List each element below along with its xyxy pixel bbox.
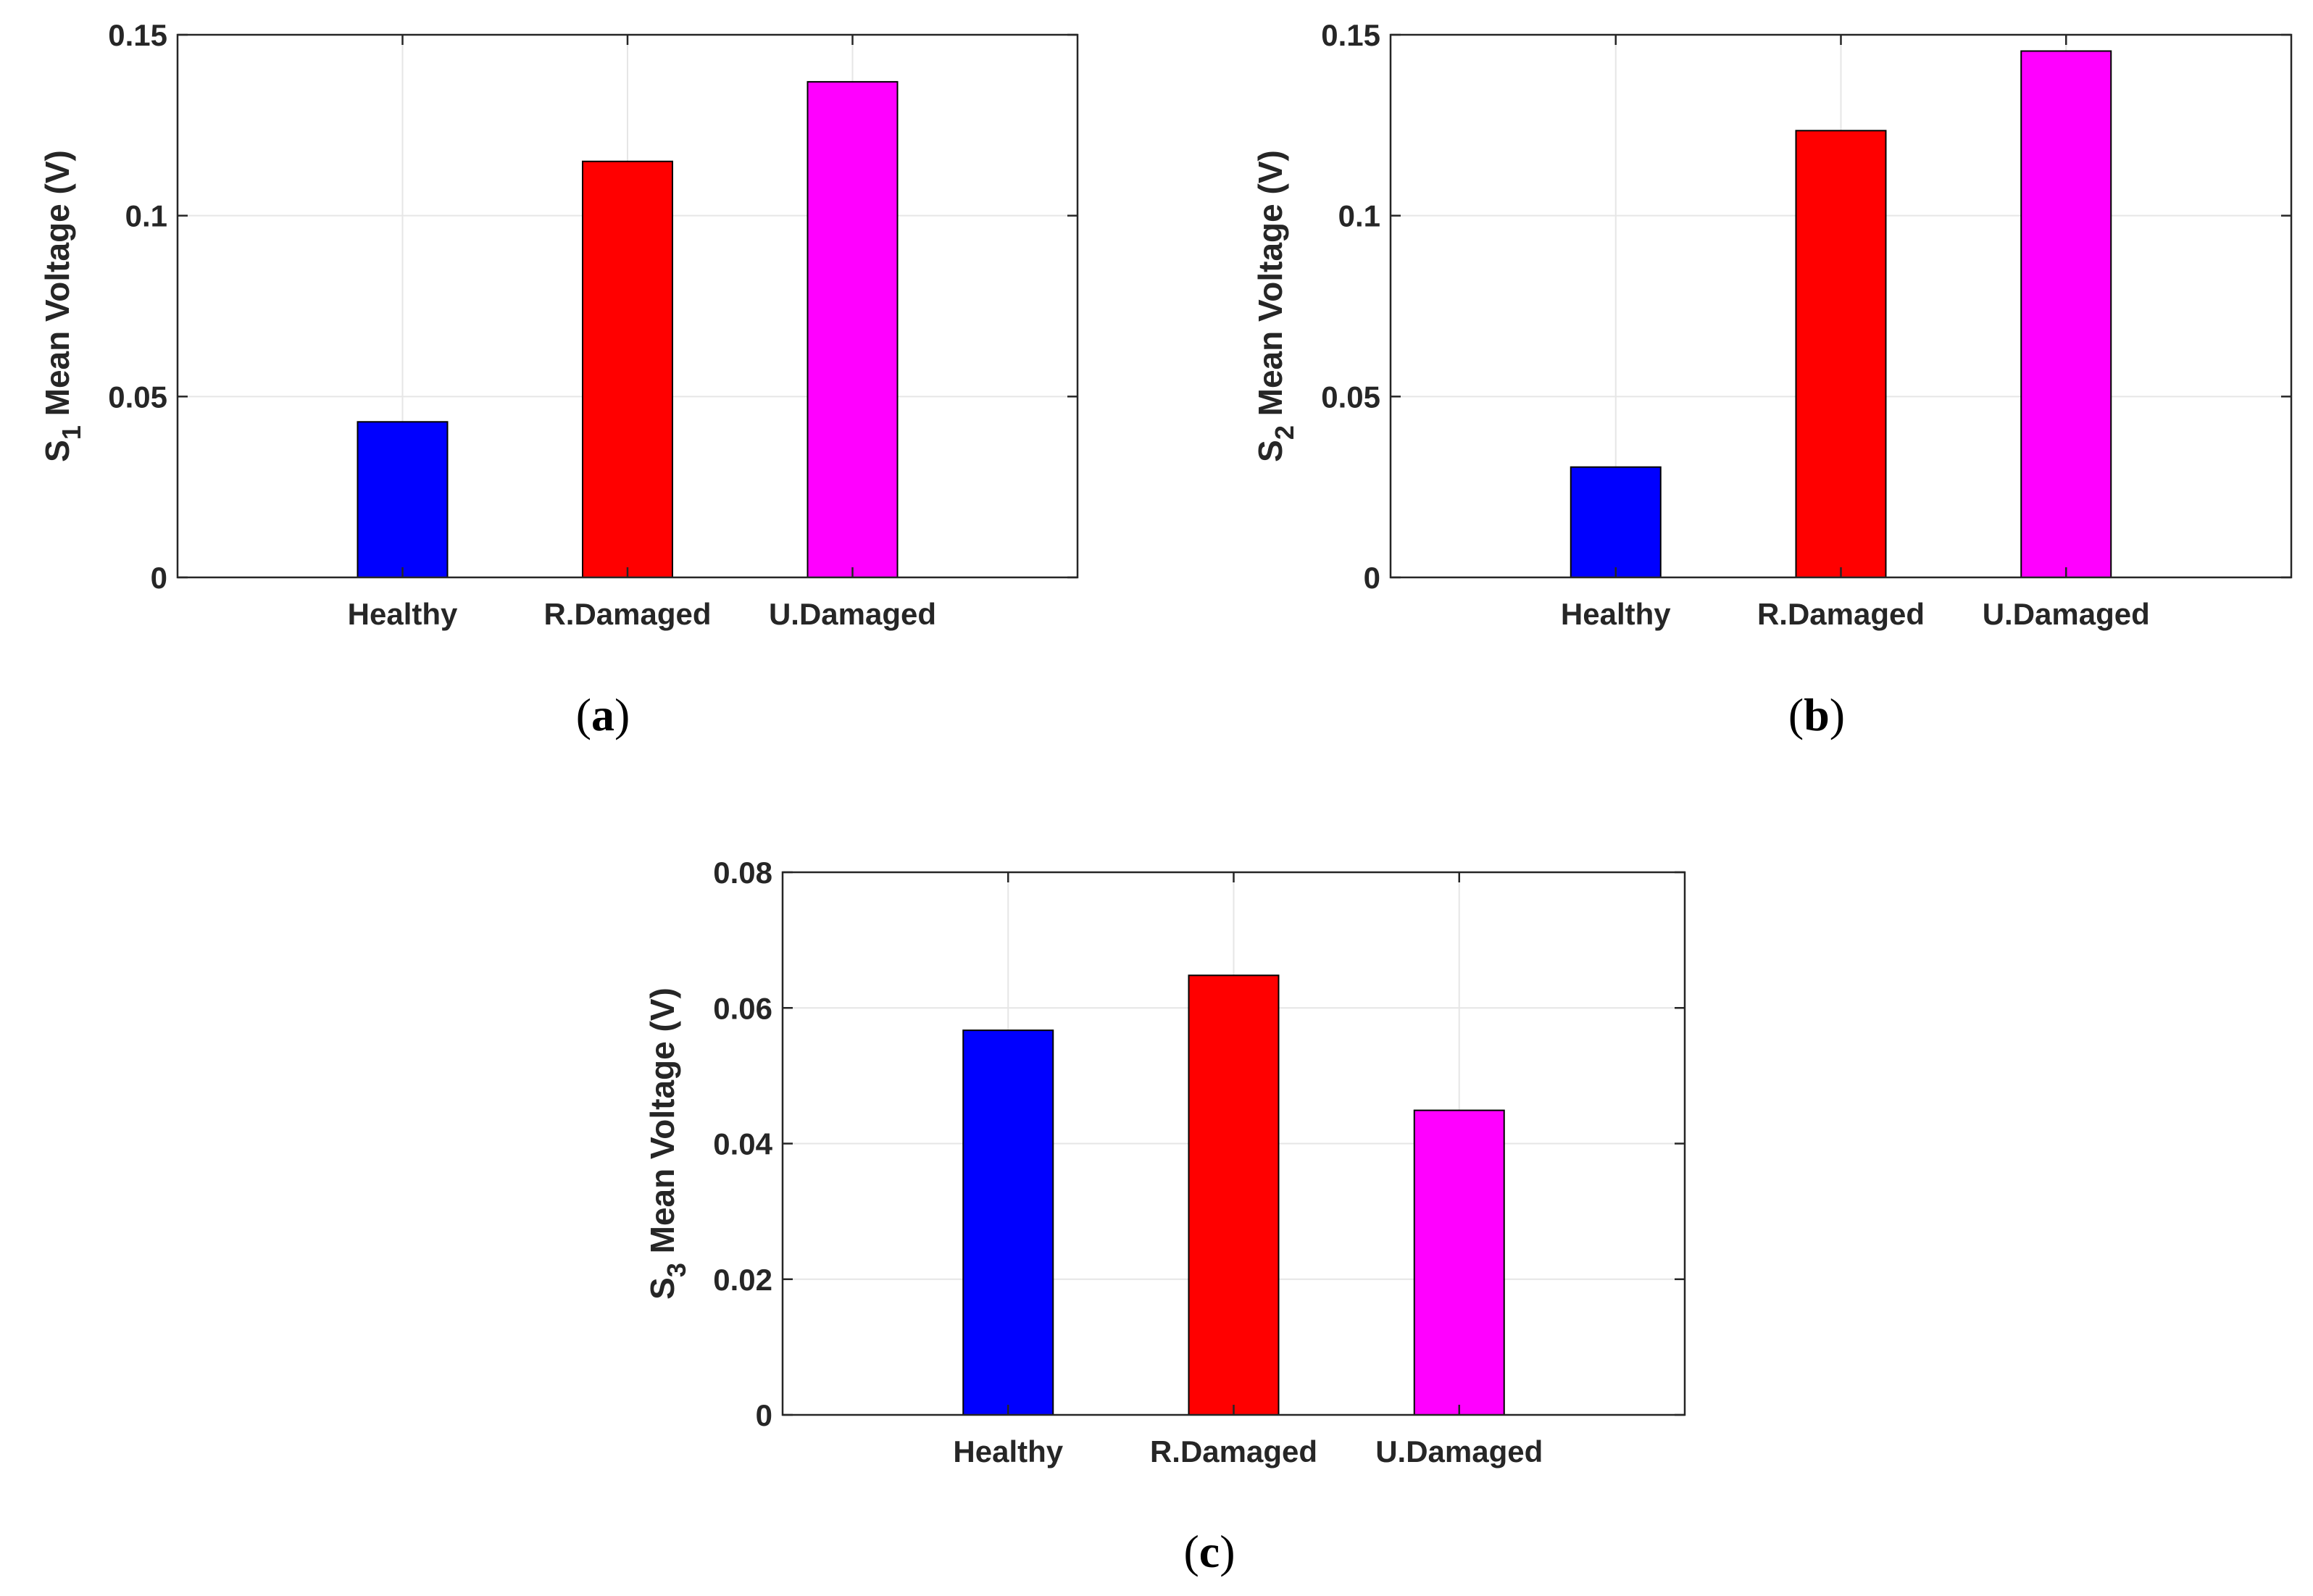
panel-label: (c) <box>1183 1526 1235 1577</box>
bar-healthy <box>357 421 449 579</box>
y-tick-label: 0.02 <box>713 1263 772 1297</box>
y-tick-label: 0.1 <box>1338 199 1380 233</box>
x-tick-label: R.Damaged <box>1757 597 1925 631</box>
y-tick-label: 0 <box>151 561 167 595</box>
y-tick-label: 0.15 <box>1321 18 1380 52</box>
x-tick-label: R.Damaged <box>543 597 711 631</box>
bar-r-damaged <box>1795 130 1887 579</box>
x-tick-label: R.Damaged <box>1150 1434 1317 1468</box>
x-tick-label: U.Damaged <box>1983 597 2150 631</box>
y-tick-label: 0.1 <box>125 199 167 233</box>
bar-r-damaged <box>1188 974 1280 1416</box>
bar-u-damaged <box>1413 1109 1505 1416</box>
y-tick-label: 0.05 <box>108 380 167 414</box>
y-tick-label: 0 <box>1364 561 1380 595</box>
bar-r-damaged <box>582 160 673 578</box>
bar-u-damaged <box>2020 50 2112 579</box>
panel-label: (a) <box>576 689 630 740</box>
panel-label: (b) <box>1788 689 1845 740</box>
y-tick-label: 0.06 <box>713 991 772 1025</box>
y-tick-label: 0.04 <box>713 1127 772 1161</box>
bar-u-damaged <box>807 80 899 578</box>
y-tick-label: 0.08 <box>713 856 772 890</box>
x-tick-label: U.Damaged <box>1375 1434 1543 1468</box>
x-tick-label: Healthy <box>953 1434 1063 1468</box>
y-axis-title: S2 Mean Voltage (V) <box>1251 150 1299 462</box>
y-tick-label: 0 <box>756 1398 772 1432</box>
panel-b: 0 0.05 0.1 0.15 Healthy R.Damaged U.Damaged S2 … <box>1251 18 2293 740</box>
panel-c: 0 0.02 0.04 0.06 0.08 Healthy R.Damaged U.Damag… <box>643 856 1686 1577</box>
x-tick-label: Healthy <box>348 597 458 631</box>
bar-healthy <box>1570 466 1662 578</box>
y-tick-label: 0.05 <box>1321 380 1380 414</box>
y-axis-title: S3 Mean Voltage (V) <box>643 987 691 1300</box>
x-tick-label: U.Damaged <box>769 597 936 631</box>
y-axis-title: S1 Mean Voltage (V) <box>38 150 86 462</box>
y-tick-label: 0.15 <box>108 18 167 52</box>
bar-healthy <box>962 1029 1054 1416</box>
x-tick-label: Healthy <box>1561 597 1671 631</box>
panel-a: 0 0.05 0.1 0.15 Healthy R.Damaged U.Damaged S1 … <box>38 18 1079 740</box>
